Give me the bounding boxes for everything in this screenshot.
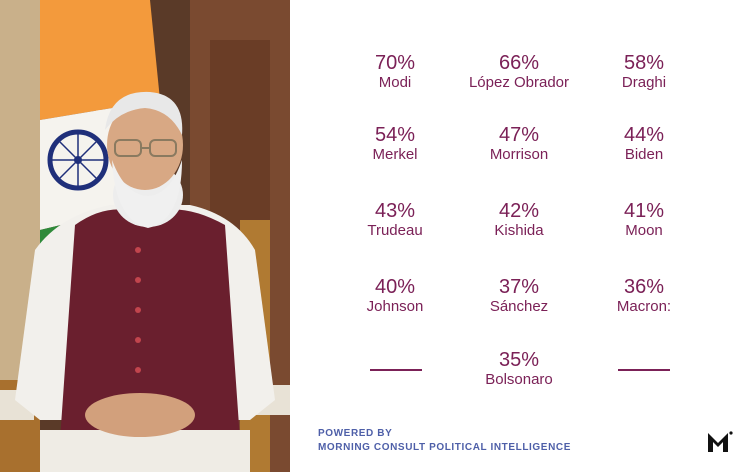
approval-panel <box>290 0 750 472</box>
leader-name: Draghi <box>621 74 667 91</box>
leader-cell-lopez-obrador: 66% López Obrador <box>444 52 594 92</box>
leader-pct: 66% <box>498 52 540 74</box>
leader-pct: 44% <box>623 124 665 146</box>
leader-name: Macron: <box>616 298 672 315</box>
leader-pct: 70% <box>374 52 416 74</box>
morning-consult-label: MORNING CONSULT POLITICAL INTELLIGENCE <box>318 442 571 453</box>
leader-name: Modi <box>378 74 412 91</box>
leader-name: Merkel <box>372 146 418 163</box>
leader-pct: 36% <box>623 276 665 298</box>
leader-pct: 58% <box>623 52 665 74</box>
leader-cell-kishida: 42% Kishida <box>444 200 594 240</box>
powered-by-label: POWERED BY <box>318 428 393 439</box>
leader-cell-trudeau: 43% Trudeau <box>320 200 470 240</box>
leader-name: López Obrador <box>468 74 570 91</box>
leader-name: Sánchez <box>489 298 549 315</box>
leader-cell-macron: 36% Macron: <box>569 276 719 316</box>
leader-name: Bolsonaro <box>485 371 553 388</box>
leader-cell-biden: 44% Biden <box>569 124 719 164</box>
leader-pct: 43% <box>374 200 416 222</box>
leader-cell-johnson: 40% Johnson <box>320 276 470 316</box>
leader-cell-morrison: 47% Morrison <box>444 124 594 164</box>
leader-cell-merkel: 54% Merkel <box>320 124 470 164</box>
leader-pct: 35% <box>498 349 540 371</box>
leader-name: Morrison <box>489 146 549 163</box>
leader-cell-sanchez: 37% Sánchez <box>444 276 594 316</box>
leader-pct: 42% <box>498 200 540 222</box>
leader-name: Trudeau <box>367 222 423 239</box>
leader-cell-modi: 70% Modi <box>320 52 470 92</box>
divider-right <box>618 369 670 371</box>
leader-photo <box>0 0 290 472</box>
divider-left <box>370 369 422 371</box>
leader-name: Kishida <box>494 222 544 239</box>
leader-cell-draghi: 58% Draghi <box>569 52 719 92</box>
leader-name: Biden <box>624 146 664 163</box>
morning-consult-logo-icon <box>706 430 734 459</box>
photo-illustration <box>0 0 290 472</box>
leader-name: Moon <box>625 222 663 239</box>
leader-pct: 47% <box>498 124 540 146</box>
leader-pct: 54% <box>374 124 416 146</box>
leader-pct: 37% <box>498 276 540 298</box>
leader-pct: 40% <box>374 276 416 298</box>
leader-name: Johnson <box>366 298 424 315</box>
leader-cell-moon: 41% Moon <box>569 200 719 240</box>
leader-cell-bolsonaro: 35% Bolsonaro <box>444 349 594 389</box>
leader-pct: 41% <box>623 200 665 222</box>
